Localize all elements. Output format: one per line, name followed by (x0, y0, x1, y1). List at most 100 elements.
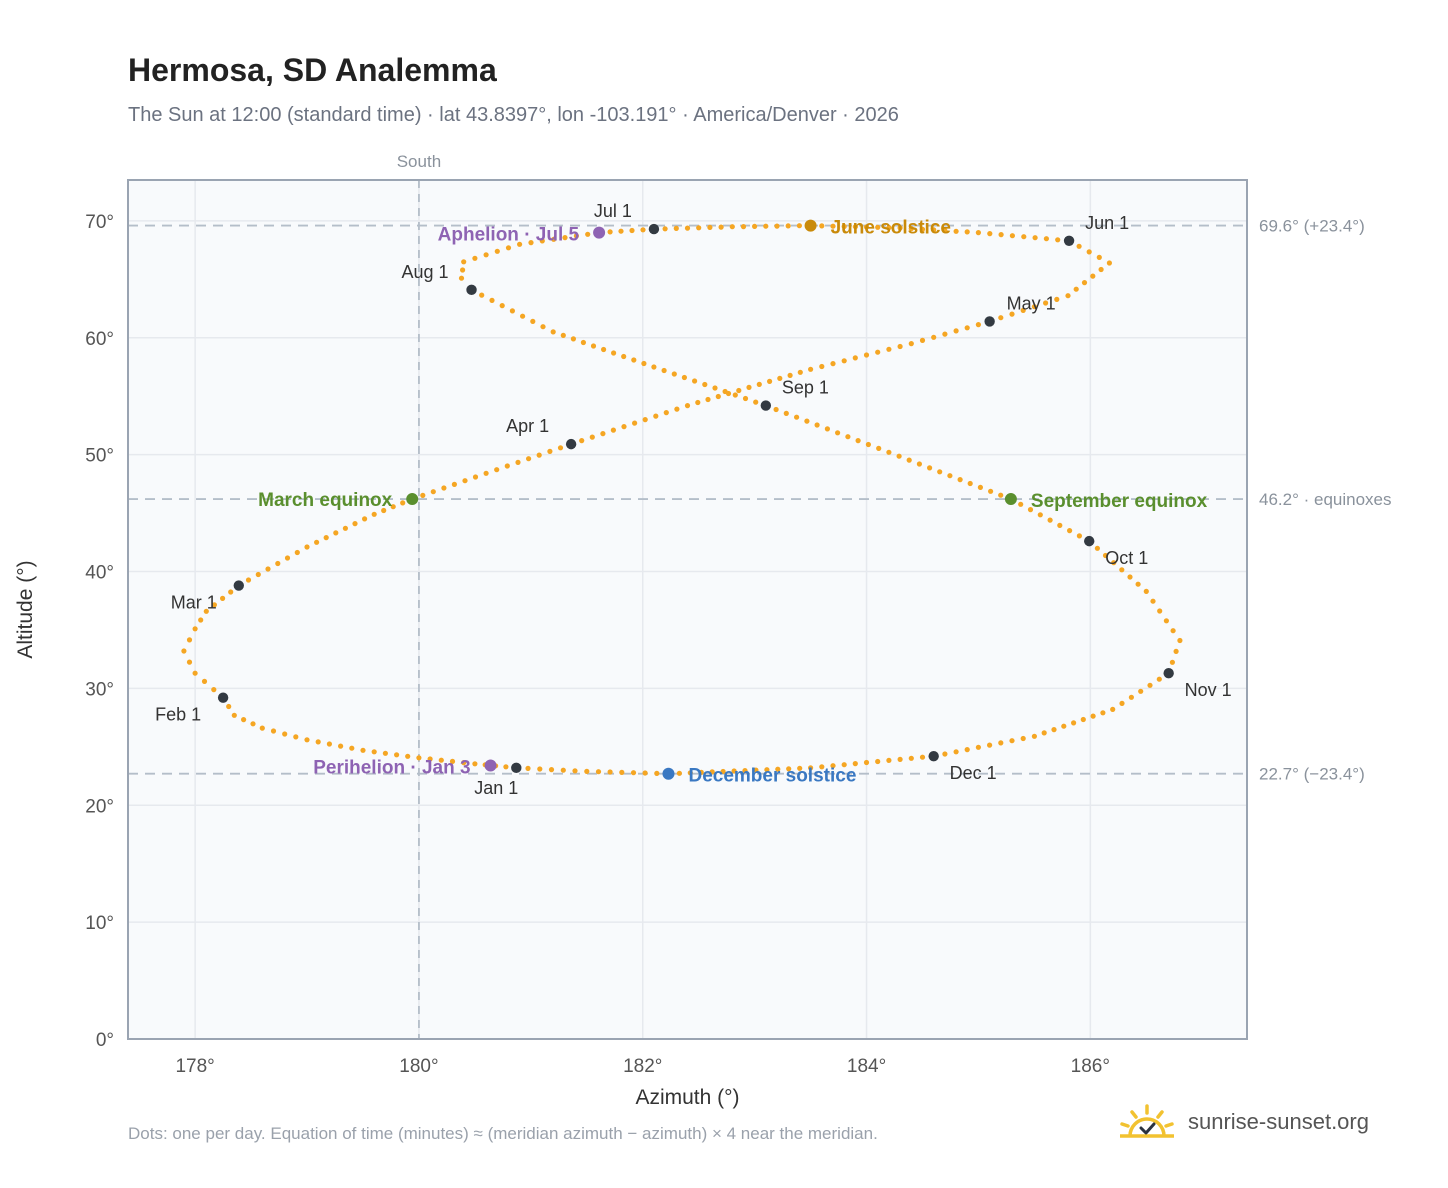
daily-point (557, 445, 564, 451)
daily-point (314, 539, 320, 545)
daily-point (753, 767, 759, 773)
daily-point (462, 478, 468, 484)
daily-point (804, 418, 810, 424)
event-label: Perihelion · Jan 3 (313, 758, 470, 779)
daily-point (294, 549, 300, 556)
x-tick-label: 178° (175, 1056, 214, 1077)
daily-point (774, 223, 780, 229)
daily-point (705, 396, 711, 403)
daily-point (505, 245, 512, 251)
y-tick-label: 40° (85, 563, 114, 584)
y-tick-label: 10° (85, 913, 114, 934)
y-tick-label: 30° (85, 679, 114, 700)
daily-point (607, 229, 613, 235)
daily-point (1073, 286, 1079, 292)
daily-point (621, 353, 627, 360)
daily-point (732, 392, 738, 398)
daily-point (916, 461, 923, 467)
daily-point (1090, 713, 1096, 719)
daily-point (863, 759, 870, 766)
daily-point (676, 770, 683, 776)
daily-point (573, 233, 580, 239)
event-marker (662, 767, 675, 780)
daily-point (808, 366, 814, 372)
daily-point (906, 457, 912, 463)
daily-point (875, 758, 881, 765)
daily-point (1065, 293, 1071, 299)
x-tick-label: 186° (1071, 1056, 1110, 1077)
month-label: Aug 1 (402, 262, 449, 282)
daily-point (352, 521, 358, 527)
daily-point (852, 355, 858, 361)
x-axis-label: Azimuth (°) (635, 1086, 739, 1109)
daily-point (405, 753, 411, 759)
daily-point (865, 441, 872, 448)
daily-point (886, 225, 892, 231)
month-label: Dec 1 (950, 763, 997, 783)
daily-point (835, 430, 841, 436)
daily-point (785, 223, 791, 229)
month-label: Feb 1 (155, 705, 201, 725)
daily-point (580, 339, 587, 346)
daily-point (786, 766, 792, 772)
month-label: Mar 1 (171, 593, 217, 613)
daily-point (1057, 522, 1063, 529)
daily-point (953, 328, 959, 334)
daily-point (201, 678, 208, 685)
daily-point (1138, 688, 1144, 694)
daily-point (671, 371, 677, 377)
daily-point (863, 352, 870, 358)
daily-point (830, 361, 836, 367)
daily-point (241, 717, 247, 723)
daily-point (1150, 598, 1156, 604)
daily-point (589, 434, 595, 440)
daily-point (323, 535, 329, 541)
daily-point (753, 399, 759, 405)
daily-point (998, 315, 1004, 321)
daily-point (740, 224, 747, 230)
daily-point (876, 445, 882, 451)
y-tick-label: 0° (96, 1030, 114, 1051)
daily-point (570, 336, 577, 342)
x-tick-label: 182° (623, 1056, 662, 1077)
reference-line-label: 46.2° · equinoxes (1259, 490, 1392, 509)
daily-point (451, 481, 457, 487)
daily-point (441, 485, 447, 491)
daily-point (908, 755, 914, 761)
daily-point (998, 232, 1004, 238)
month-label: Jun 1 (1085, 213, 1129, 233)
daily-point (618, 228, 624, 234)
daily-point (967, 480, 973, 487)
daily-point (787, 372, 793, 378)
brand[interactable]: sunrise-sunset.org (1120, 1100, 1369, 1144)
month-marker (928, 750, 939, 762)
daily-point (695, 399, 701, 406)
daily-point (1076, 533, 1082, 539)
daily-point (1051, 727, 1057, 733)
daily-point (863, 224, 870, 230)
daily-point (641, 360, 647, 367)
daily-point (775, 766, 781, 772)
daily-point (220, 595, 226, 602)
daily-point (304, 737, 310, 743)
daily-point (1043, 236, 1049, 242)
daily-point (796, 223, 803, 229)
plot-frame (127, 179, 1248, 1040)
daily-point (653, 413, 659, 419)
daily-point (783, 410, 789, 416)
daily-point (819, 764, 825, 770)
daily-point (619, 769, 625, 776)
daily-point (1009, 311, 1015, 317)
daily-point (1054, 296, 1060, 302)
daily-point (390, 504, 396, 510)
daily-point (293, 734, 299, 740)
daily-point (841, 762, 847, 768)
daily-point (479, 292, 485, 298)
chart-title: Hermosa, SD Analemma (128, 52, 497, 88)
daily-point (394, 752, 400, 758)
daily-point (931, 227, 937, 233)
daily-point (824, 426, 831, 432)
daily-point (819, 223, 825, 229)
daily-point (461, 760, 467, 766)
